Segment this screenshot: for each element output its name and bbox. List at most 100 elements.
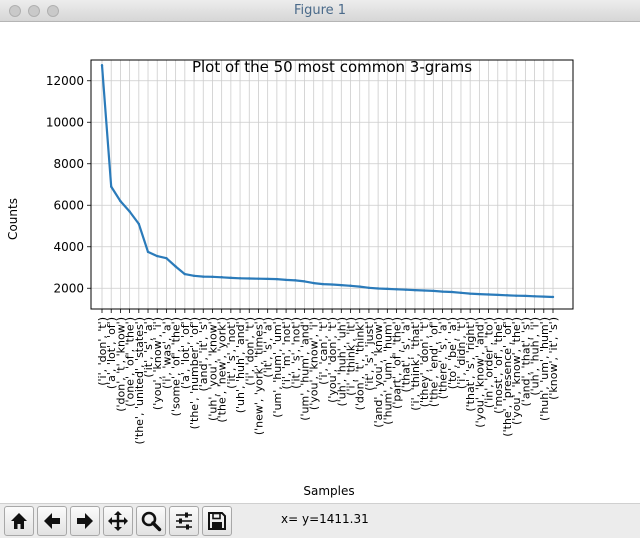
data-point	[358, 285, 361, 288]
forward-button[interactable]	[70, 506, 100, 536]
x-tick-label: ('that', 's', 'a')	[400, 317, 413, 393]
data-point	[496, 293, 499, 297]
x-tick-label: ('most', 'of', 'the')	[492, 317, 505, 414]
y-axis-label: Counts	[6, 198, 20, 240]
data-point	[349, 284, 352, 287]
data-point	[413, 288, 417, 292]
floppy-disk-icon	[208, 512, 226, 530]
x-tick-label: ('you', 'know', 'i')	[308, 317, 321, 410]
navigation-toolbar	[0, 503, 640, 538]
x-tick-label: ('i', 'm', 'not')	[280, 317, 293, 390]
data-point	[376, 287, 380, 290]
x-tick-label: ('you', 'know', 'i')	[151, 317, 164, 410]
x-tick-label: ('you', 'don', 't')	[326, 317, 339, 403]
data-point	[202, 275, 205, 278]
x-tick-label: ('it', 's', 'not')	[289, 317, 302, 389]
data-point	[294, 279, 297, 282]
y-tick-label: 10000	[46, 115, 84, 129]
data-point	[441, 290, 444, 293]
plot-area[interactable]	[90, 59, 574, 310]
y-tick-label: 2000	[53, 281, 84, 295]
x-tick-label: ('one', 'of', 'the')	[124, 317, 137, 407]
data-point	[128, 210, 131, 213]
data-point	[119, 199, 122, 203]
data-points	[100, 63, 555, 299]
x-tick-label: ('in', 'order', 'to')	[483, 317, 496, 408]
x-tick-label: ('it', 's', 'a')	[142, 317, 155, 378]
arrow-left-icon	[44, 513, 60, 529]
data-point	[551, 295, 555, 299]
back-button[interactable]	[37, 506, 67, 536]
x-tick-label: ('and', 'you', 'know')	[372, 317, 385, 428]
data-point	[340, 283, 343, 287]
data-point	[275, 277, 279, 281]
line-chart[interactable]: 2000 4000 6000 8000 10000 12000 ('i', 'don', …	[0, 22, 640, 502]
window-title: Figure 1	[293, 3, 347, 18]
x-tick-label: ('it', 's', 'not')	[225, 317, 238, 389]
y-axis: 2000 4000 6000 8000 10000 12000	[46, 74, 91, 295]
x-tick-label: ('and', 'it', 's')	[197, 317, 210, 392]
cursor-coordinates: x= y=1411.31	[281, 512, 369, 526]
x-tick-label: ('a', 'lot', 'of')	[105, 317, 118, 389]
x-tick-label: ('hum', 'um', 'hum')	[381, 317, 394, 425]
x-tick-label: ('uh', 'huh', 'and')	[234, 317, 247, 413]
home-button[interactable]	[4, 506, 34, 536]
x-tick-label: ('you', 'know', 'the')	[510, 317, 523, 425]
data-point	[505, 294, 509, 297]
data-point	[257, 277, 260, 280]
data-point	[524, 294, 527, 298]
x-tick-label: ('there', 's', 'a')	[437, 317, 450, 399]
data-point	[192, 274, 196, 277]
zoom-button[interactable]	[136, 506, 166, 536]
data-point	[459, 291, 463, 295]
x-tick-label: ('to', 'be', 'a')	[446, 317, 459, 389]
data-point	[183, 272, 187, 276]
x-tick-label: ('i', 'think', 'that')	[409, 317, 422, 411]
x-tick-label: ('some', 'of', 'the')	[170, 317, 183, 416]
x-tick-label: ('the', 'new', 'york')	[216, 317, 229, 423]
zoom-window-button[interactable]	[47, 5, 59, 17]
data-point	[478, 292, 481, 296]
data-point	[238, 277, 242, 280]
data-point	[450, 290, 453, 294]
x-tick-label: ('the', 'end', 'of')	[427, 317, 440, 407]
data-point	[146, 250, 150, 254]
data-point	[542, 295, 545, 298]
home-icon	[11, 513, 27, 529]
x-tick-label: ('um', 'hum', 'and')	[298, 317, 311, 421]
x-tick-label: ('i', 'was', 'a')	[160, 317, 173, 389]
minimize-window-button[interactable]	[28, 5, 40, 17]
data-point	[165, 256, 168, 260]
data-point	[312, 281, 315, 285]
close-window-button[interactable]	[9, 5, 21, 17]
data-point	[248, 277, 251, 280]
configure-subplots-button[interactable]	[169, 506, 199, 536]
x-tick-label: ('uh', 'you', 'know')	[206, 317, 219, 421]
data-point	[330, 283, 334, 286]
x-tick-label: ('the', 'number', 'of')	[188, 317, 201, 429]
y-tick-label: 6000	[53, 198, 84, 212]
x-tick-label: ('a', 'lot', 'of')	[179, 317, 192, 389]
data-point	[514, 294, 518, 297]
x-tick-label: ('i', 'don', 't')	[96, 317, 109, 386]
data-point	[386, 287, 389, 291]
x-tick-label: ('they', 'don', 't')	[418, 317, 431, 407]
data-point	[367, 286, 371, 290]
data-point	[220, 276, 223, 279]
x-tick-label: ('i', 'think', 'it')	[345, 317, 358, 396]
series-line	[100, 65, 554, 299]
pan-button[interactable]	[103, 506, 133, 536]
x-tick-label: ('i', 'didn', 't')	[455, 317, 468, 389]
x-axis-label: Samples	[303, 484, 354, 498]
magnifier-icon	[141, 511, 162, 532]
x-tick-label: ('that', 's', 'right')	[464, 317, 477, 412]
data-point	[137, 222, 141, 226]
x-tick-label: ('the', 'united', 'states')	[133, 317, 146, 444]
x-tick-label: ('part', 'of', 'the')	[391, 317, 404, 409]
data-point	[487, 293, 490, 296]
data-point	[229, 276, 233, 280]
data-point	[303, 280, 306, 283]
data-point	[266, 277, 269, 281]
save-button[interactable]	[202, 506, 232, 536]
